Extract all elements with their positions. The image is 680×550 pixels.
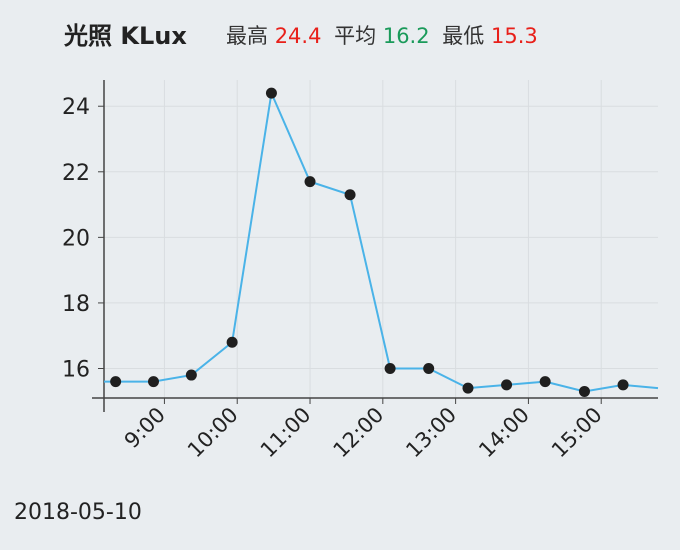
x-tick-label: 15:00 — [547, 403, 607, 463]
stats-summary: 最高 24.4 平均 16.2 最低 15.3 — [226, 20, 544, 50]
min-label: 最低 — [442, 24, 485, 48]
series-line — [104, 89, 659, 393]
x-tick-label: 12:00 — [329, 403, 389, 463]
data-point — [384, 362, 396, 374]
data-point — [501, 379, 513, 391]
max-label: 最高 — [226, 24, 268, 48]
y-tick-label: 20 — [62, 226, 90, 251]
data-point — [185, 369, 197, 381]
x-tick-label: 11:00 — [256, 403, 316, 463]
data-point — [265, 87, 277, 99]
data-point — [617, 379, 629, 391]
data-point — [462, 382, 474, 394]
x-tick-label: 14:00 — [474, 403, 534, 463]
data-point — [344, 189, 356, 201]
data-point — [423, 362, 435, 374]
chart-header: 光照 KLux 最高 24.4 平均 16.2 最低 15.3 — [0, 0, 680, 70]
data-point — [539, 376, 551, 388]
y-tick-label: 16 — [62, 357, 90, 382]
date-label: 2018-05-10 — [14, 500, 142, 525]
x-tick-label: 10:00 — [183, 403, 243, 463]
data-point — [110, 376, 122, 388]
min-value: 15.3 — [490, 24, 538, 48]
chart-title: 光照 KLux — [64, 22, 187, 50]
y-tick-label: 24 — [62, 95, 90, 120]
data-point — [148, 376, 160, 388]
avg-value: 16.2 — [382, 24, 430, 48]
avg-label: 平均 — [334, 24, 377, 48]
y-tick-label: 18 — [62, 292, 90, 317]
data-point — [578, 385, 590, 397]
y-tick-label: 22 — [62, 161, 90, 186]
x-tick-label: 13:00 — [401, 403, 461, 463]
data-point — [304, 176, 316, 188]
max-value: 24.4 — [274, 24, 322, 48]
data-point — [226, 336, 238, 348]
x-tick-label: 9:00 — [120, 403, 170, 453]
